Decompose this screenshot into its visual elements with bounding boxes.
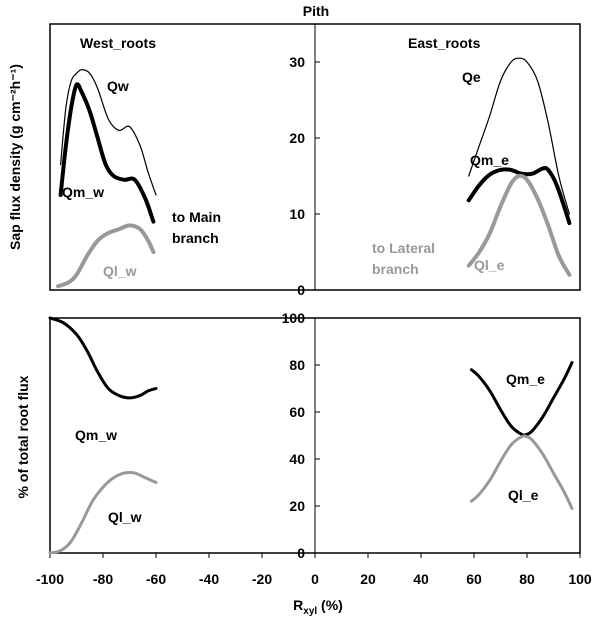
annotation-to-main-branch: to Main branch: [172, 209, 225, 246]
bottom-series: Qm_w Ql_w Qm_e Ql_e: [48, 316, 574, 555]
xtick-label: 0: [311, 571, 319, 587]
pct-series-line-qm-w: [48, 316, 158, 400]
bottom-ytick-label: 60: [289, 404, 305, 420]
xlabel-main: R: [293, 597, 303, 613]
xlabel-subscript: xyl: [303, 606, 317, 617]
bottom-ytick-label: 40: [289, 451, 305, 467]
pct-series-label-ql-w: Ql_w: [108, 509, 142, 525]
xtick-label: -100: [36, 571, 64, 587]
series-label-ql-w: Ql_w: [103, 263, 137, 279]
series-line-qe: [468, 57, 570, 215]
xtick-label: -20: [252, 571, 272, 587]
pct-series-label-ql-e: Ql_e: [508, 487, 539, 503]
bottom-axes: 0 20 40 60 80 100 -100 -80 -60 -40 -20 0 20 40 60 80 100: [36, 310, 592, 587]
annotation-to-lateral-branch: to Lateral branch: [372, 240, 439, 277]
series-label-qm-e: Qm_e: [470, 152, 509, 168]
pct-series-line-ql-e: [469, 434, 574, 510]
pct-series-label-qm-w: Qm_w: [75, 427, 117, 443]
top-axes: 0 10 20 30: [289, 24, 320, 298]
pct-series-label-qm-e: Qm_e: [506, 371, 545, 387]
series-line-qm-w: [58, 82, 156, 224]
series-label-ql-e: Ql_e: [474, 257, 505, 273]
top-ytick-label: 10: [289, 206, 305, 222]
series-line-qw: [60, 69, 157, 196]
top-series: Qw Qm_w Ql_w Qe Qm_e Ql_e: [56, 57, 572, 289]
series-line-ql-w: [56, 223, 156, 289]
top-ytick-label: 20: [289, 130, 305, 146]
xtick-label: -60: [146, 571, 166, 587]
bottom-ytick-label: 0: [297, 545, 305, 561]
bottom-ylabel: % of total root flux: [15, 375, 31, 498]
top-ylabel: Sap flux density (g cm⁻²h⁻¹): [7, 64, 23, 250]
bottom-xlabel: Rxyl (%): [293, 597, 343, 617]
xlabel-unit: (%): [317, 597, 343, 613]
xtick-label: 100: [568, 571, 592, 587]
xtick-label: 20: [360, 571, 376, 587]
series-label-qe: Qe: [462, 69, 481, 85]
series-label-qm-w: Qm_w: [62, 184, 104, 200]
bottom-ytick-label: 20: [289, 498, 305, 514]
top-ytick-label: 0: [297, 282, 305, 298]
series-line-ql-e: [466, 173, 572, 277]
bottom-ytick-label: 80: [289, 357, 305, 373]
xtick-label: 60: [466, 571, 482, 587]
series-line-qm-e: [466, 165, 572, 226]
series-label-qw: Qw: [107, 78, 129, 94]
top-ytick-label: 30: [289, 54, 305, 70]
xtick-label: 80: [519, 571, 535, 587]
annotation-east-roots: East_roots: [408, 35, 481, 51]
annotation-west-roots: West_roots: [80, 35, 156, 51]
xtick-label: 40: [413, 571, 429, 587]
pct-series-line-ql-w: [48, 471, 158, 555]
xtick-label: -80: [93, 571, 113, 587]
top-panel-title: Pith: [303, 3, 329, 19]
xtick-label: -40: [199, 571, 219, 587]
bottom-ytick-label: 100: [282, 310, 306, 326]
